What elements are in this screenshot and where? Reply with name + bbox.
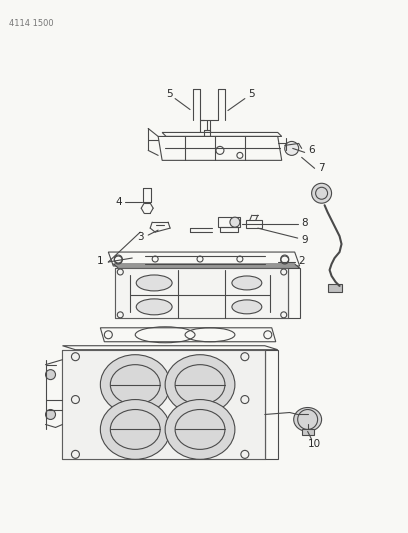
Text: 3: 3 xyxy=(137,232,144,242)
Ellipse shape xyxy=(294,408,322,431)
Text: 4: 4 xyxy=(115,197,122,207)
Bar xyxy=(246,220,262,228)
Text: 7: 7 xyxy=(318,163,325,173)
Ellipse shape xyxy=(136,275,172,291)
Text: 2: 2 xyxy=(298,256,305,266)
Polygon shape xyxy=(62,350,265,459)
Text: 5: 5 xyxy=(166,88,173,99)
Ellipse shape xyxy=(232,276,262,290)
Text: 8: 8 xyxy=(302,218,308,228)
Circle shape xyxy=(312,183,332,203)
Bar xyxy=(302,430,314,435)
Text: 4114 1500: 4114 1500 xyxy=(9,19,53,28)
Text: 5: 5 xyxy=(248,88,255,99)
Ellipse shape xyxy=(100,400,170,459)
Circle shape xyxy=(230,217,240,227)
Ellipse shape xyxy=(165,354,235,415)
Circle shape xyxy=(285,141,299,156)
Ellipse shape xyxy=(100,354,170,415)
Ellipse shape xyxy=(232,300,262,314)
Bar xyxy=(218,217,240,227)
Bar xyxy=(328,284,341,292)
Ellipse shape xyxy=(165,400,235,459)
Ellipse shape xyxy=(136,299,172,315)
Text: 9: 9 xyxy=(302,235,308,245)
Text: 6: 6 xyxy=(308,146,315,156)
Text: 1: 1 xyxy=(97,256,104,266)
Bar xyxy=(220,227,238,232)
Text: 10: 10 xyxy=(308,439,321,449)
Circle shape xyxy=(46,370,55,379)
Polygon shape xyxy=(115,268,288,318)
Circle shape xyxy=(46,409,55,419)
